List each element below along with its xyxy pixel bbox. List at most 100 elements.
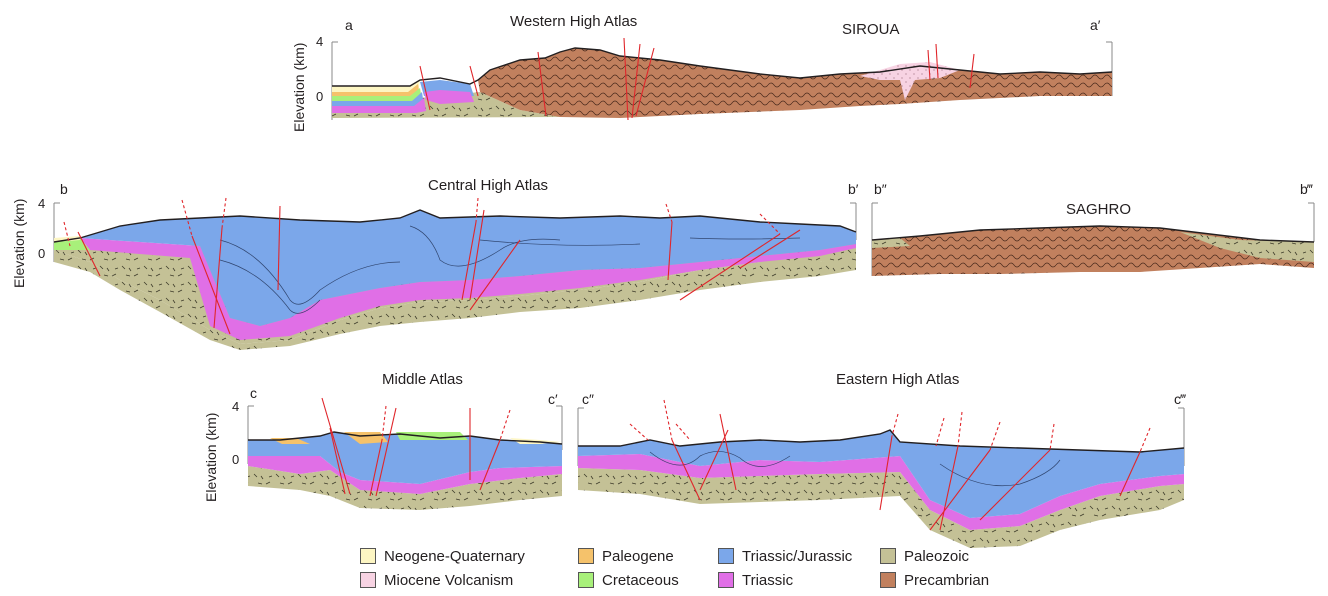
section-b-y-axis-label: Elevation (km) bbox=[11, 199, 27, 288]
section-eastern: Eastern High Atlas c″ c‴ bbox=[577, 371, 1186, 548]
legend-item-paleozoic: Paleozoic bbox=[880, 546, 969, 566]
legend-label-paleogene: Paleogene bbox=[602, 547, 674, 565]
legend-swatch-triassic-jurassic bbox=[718, 548, 734, 564]
section-eastern-fault-14 bbox=[1049, 423, 1055, 451]
section-eastern-paleozoic bbox=[578, 468, 1184, 548]
saghro-paleozoic-right bbox=[1180, 232, 1314, 262]
legend: Neogene-Quaternary Miocene Volcanism Pal… bbox=[360, 546, 1020, 592]
section-b-contour-4 bbox=[479, 239, 641, 246]
legend-label-precambrian: Precambrian bbox=[904, 571, 990, 589]
legend-swatch-paleogene bbox=[578, 548, 594, 564]
section-c-tick-0: 0 bbox=[232, 452, 239, 467]
section-c: Middle Atlas c c′ 4 0 Elevation (km) bbox=[203, 371, 563, 510]
section-a-fault-8 bbox=[935, 43, 939, 79]
section-eastern-fault-15 bbox=[979, 449, 1051, 521]
section-c-fault-1 bbox=[321, 397, 351, 495]
section-a-fault-9 bbox=[969, 53, 975, 89]
section-a-jurassic bbox=[332, 92, 424, 109]
section-c-cretaceous bbox=[396, 432, 468, 440]
section-eastern-fault-16 bbox=[1139, 427, 1151, 453]
section-c-triassic bbox=[248, 456, 562, 494]
legend-swatch-neogene-quaternary bbox=[360, 548, 376, 564]
legend-label-miocene-volcanism: Miocene Volcanism bbox=[384, 571, 514, 589]
section-b-fault-2 bbox=[77, 231, 101, 277]
section-eastern-fault-6 bbox=[699, 429, 729, 491]
section-eastern-fault-8 bbox=[879, 435, 893, 511]
section-b-fault-14 bbox=[679, 233, 781, 301]
legend-item-paleogene: Paleogene bbox=[578, 546, 674, 566]
section-b-fault-16 bbox=[739, 229, 801, 269]
section-b-fault-6 bbox=[213, 227, 223, 329]
section-b-topography bbox=[53, 209, 857, 243]
section-b-tick-0: 0 bbox=[38, 246, 45, 261]
section-eastern-fault-17 bbox=[1119, 451, 1141, 497]
section-eastern-fault-11 bbox=[939, 445, 959, 531]
saghro-label: SAGHRO bbox=[1066, 201, 1131, 218]
section-b: Central High Atlas b b′ 4 0 Elevation (k… bbox=[11, 177, 859, 350]
section-a: Western High Atlas a a′ SIROUA 4 0 Eleva… bbox=[291, 13, 1113, 132]
section-c-fault-3 bbox=[381, 405, 387, 441]
section-c-title: Middle Atlas bbox=[382, 371, 463, 388]
legend-item-miocene-volcanism: Miocene Volcanism bbox=[360, 570, 513, 590]
section-c-fault-8 bbox=[479, 439, 501, 491]
section-saghro-start-label: b″ bbox=[874, 181, 887, 197]
section-eastern-fault-12 bbox=[989, 421, 1001, 451]
section-a-fault-5 bbox=[631, 43, 641, 119]
section-saghro-end-label: b‴ bbox=[1300, 181, 1313, 197]
section-b-fault-10 bbox=[469, 209, 485, 301]
section-b-tick-4: 4 bbox=[38, 196, 45, 211]
section-b-fault-9 bbox=[461, 221, 477, 301]
section-c-paleozoic bbox=[248, 466, 562, 510]
section-eastern-fault-7 bbox=[891, 413, 899, 437]
section-c-fault-2 bbox=[329, 427, 346, 495]
section-eastern-fault-13 bbox=[929, 449, 991, 531]
section-eastern-fault-2 bbox=[663, 399, 673, 441]
legend-label-neogene-quaternary: Neogene-Quaternary bbox=[384, 547, 525, 565]
legend-item-triassic-jurassic: Triassic/Jurassic bbox=[718, 546, 852, 566]
section-c-fault-5 bbox=[375, 407, 397, 497]
section-a-topography bbox=[332, 47, 1113, 87]
section-c-tick-4: 4 bbox=[232, 399, 239, 414]
section-a-fault-2 bbox=[469, 65, 479, 97]
legend-label-paleozoic: Paleozoic bbox=[904, 547, 970, 565]
section-c-topography bbox=[248, 431, 563, 445]
section-b-fault-4 bbox=[191, 235, 231, 335]
section-c-jurassic bbox=[248, 432, 562, 484]
section-a-cretaceous bbox=[332, 88, 422, 104]
section-eastern-end-label: c‴ bbox=[1174, 391, 1186, 407]
section-a-fault-7 bbox=[927, 49, 931, 81]
section-eastern-fault-3 bbox=[671, 439, 701, 501]
section-b-contour-1 bbox=[219, 239, 401, 305]
section-a-start-label: a bbox=[345, 17, 353, 33]
legend-item-cretaceous: Cretaceous bbox=[578, 570, 679, 590]
section-saghro: b″ b‴ SAGHRO bbox=[871, 181, 1315, 276]
legend-item-precambrian: Precambrian bbox=[880, 570, 989, 590]
legend-label-cretaceous: Cretaceous bbox=[602, 571, 679, 589]
section-b-fault-1 bbox=[63, 221, 71, 247]
legend-swatch-miocene-volcanism bbox=[360, 572, 376, 588]
section-eastern-contour-1 bbox=[649, 451, 791, 467]
section-eastern-triassic bbox=[578, 454, 1184, 530]
section-a-precambrian bbox=[478, 48, 1112, 118]
section-c-y-axis-label: Elevation (km) bbox=[203, 413, 219, 502]
section-b-end-label: b′ bbox=[848, 181, 859, 197]
section-eastern-contour-2 bbox=[939, 459, 1061, 487]
section-b-fault-7 bbox=[277, 205, 281, 291]
section-b-fault-3 bbox=[181, 199, 193, 237]
section-a-fault-4 bbox=[623, 37, 629, 121]
section-eastern-jurassic bbox=[578, 430, 1184, 518]
section-eastern-fault-10 bbox=[957, 411, 963, 447]
section-a-fault-1 bbox=[419, 65, 431, 111]
section-eastern-fault-9 bbox=[935, 417, 945, 447]
legend-label-triassic: Triassic bbox=[742, 571, 794, 589]
section-b-contour-2 bbox=[219, 259, 321, 314]
section-a-y-axis-label: Elevation (km) bbox=[291, 43, 307, 132]
section-eastern-fault-5 bbox=[719, 413, 737, 491]
section-a-tick-0: 0 bbox=[316, 89, 323, 104]
section-b-fault-11 bbox=[469, 239, 521, 311]
section-b-fault-8 bbox=[475, 197, 479, 223]
section-a-fault-3 bbox=[537, 51, 547, 117]
section-c-end-label: c′ bbox=[548, 391, 558, 407]
section-b-title: Central High Atlas bbox=[428, 177, 548, 194]
